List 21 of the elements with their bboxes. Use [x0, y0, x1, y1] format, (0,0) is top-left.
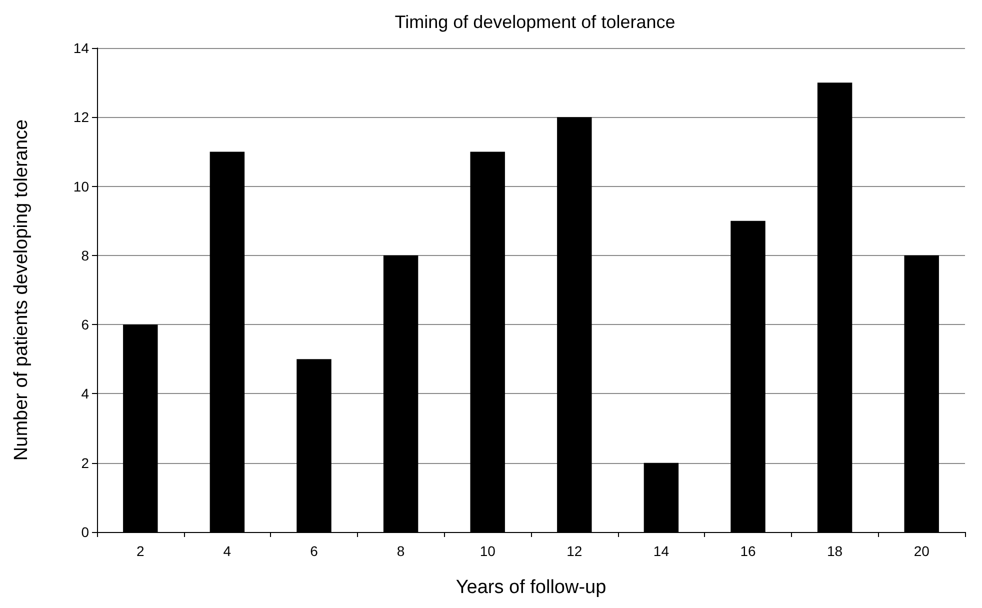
x-tick-label: 8 [396, 543, 405, 559]
x-tick-label: 20 [914, 543, 930, 559]
y-tick-label: 10 [73, 178, 90, 194]
y-tick-label: 4 [81, 386, 90, 402]
x-axis-title: Years of follow-up [456, 577, 606, 598]
y-tick-label: 12 [73, 109, 90, 126]
y-tick-label: 8 [81, 247, 90, 264]
x-tick-label: 2 [136, 543, 144, 559]
x-tick-label: 4 [223, 543, 232, 559]
y-tick-label: 6 [81, 316, 90, 333]
x-tick-label: 6 [310, 543, 318, 559]
x-tick-label: 18 [827, 543, 843, 559]
x-tick-label: 10 [480, 543, 496, 559]
y-axis-title: Number of patients developing tolerance [11, 119, 32, 461]
y-tick-label: 0 [81, 524, 90, 540]
x-tick-label: 16 [740, 543, 756, 559]
x-tick-label: 12 [566, 543, 582, 559]
x-tick-label: 14 [653, 543, 670, 559]
y-tick-label: 2 [81, 454, 90, 471]
chart-title: Timing of development of tolerance [394, 12, 676, 32]
y-tick-label: 14 [73, 40, 90, 56]
